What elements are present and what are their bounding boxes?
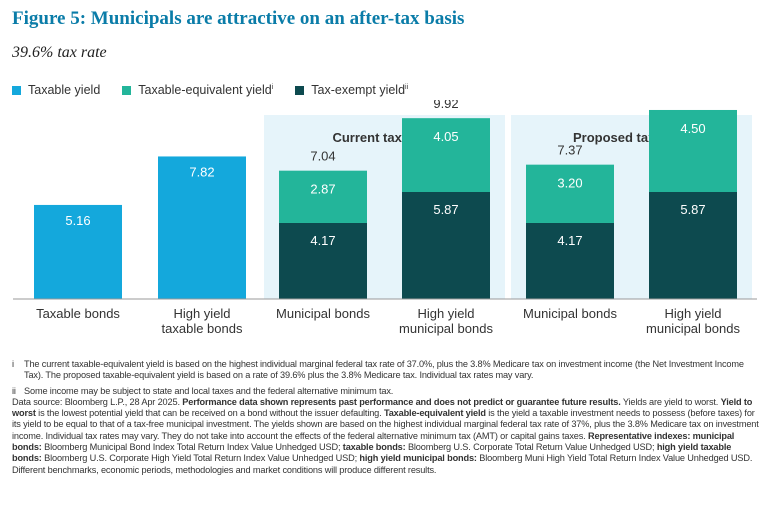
figure-title: Figure 5: Municipals are attractive on a… bbox=[12, 8, 465, 29]
legend-label-taxable: Taxable yield bbox=[28, 83, 101, 97]
bar-tax-exempt-yield bbox=[402, 192, 490, 299]
category-label: Taxable bonds bbox=[36, 306, 120, 321]
legend-item-exempt: Tax-exempt yieldii bbox=[295, 83, 408, 97]
footnotes: i The current taxable-equivalent yield i… bbox=[12, 359, 760, 476]
representative-indexes-label: Representative indexes: municipal bonds: bbox=[12, 430, 735, 453]
footnote-2-marker: ii bbox=[12, 385, 16, 396]
bar-taxable-equivalent-yield bbox=[526, 164, 614, 223]
data-label: 5.16 bbox=[65, 213, 90, 228]
category-label: municipal bonds bbox=[646, 321, 740, 336]
data-label: 5.87 bbox=[680, 202, 705, 217]
muni-index-text: Bloomberg Municipal Bond Index Total Ret… bbox=[44, 442, 341, 453]
hy-taxable-index-text: Bloomberg U.S. Corporate High Yield Tota… bbox=[44, 453, 357, 464]
bar-tax-exempt-yield bbox=[649, 192, 737, 299]
data-label: 5.87 bbox=[433, 202, 458, 217]
data-label: 4.50 bbox=[680, 121, 705, 136]
legend-label-exempt: Tax-exempt yieldii bbox=[311, 83, 408, 97]
total-label: 9.92 bbox=[433, 100, 458, 111]
chart-subtitle: 39.6% tax rate bbox=[12, 44, 107, 61]
bar-taxable-equivalent-yield bbox=[279, 170, 367, 223]
legend-footnote-marker: ii bbox=[405, 83, 409, 91]
category-label: taxable bonds bbox=[162, 321, 243, 336]
footnote-1-marker: i bbox=[12, 359, 14, 369]
legend-label-equivalent-text: Taxable-equivalent yield bbox=[138, 83, 272, 97]
category-label: Municipal bonds bbox=[276, 306, 370, 321]
bar-tax-exempt-yield bbox=[279, 222, 367, 299]
total-label: 7.04 bbox=[310, 149, 335, 164]
data-label: 4.05 bbox=[433, 129, 458, 144]
performance-disclaimer: Performance data shown represents past p… bbox=[182, 396, 621, 407]
category-label: High yield bbox=[173, 306, 230, 321]
source-text: Data source: Bloomberg L.P., 28 Apr 2025… bbox=[12, 396, 180, 407]
data-label: 4.17 bbox=[310, 233, 335, 248]
hy-muni-index-text: Bloomberg Muni High Yield Total Return I… bbox=[12, 453, 753, 475]
category-label: Municipal bonds bbox=[523, 306, 617, 321]
hy-muni-index-label: high yield municipal bonds: bbox=[359, 453, 477, 464]
taxable-index-label: taxable bonds: bbox=[342, 442, 406, 453]
footnote-2: ii Some income may be subject to state a… bbox=[12, 386, 760, 397]
tey-definition: is the yield a taxable investment needs … bbox=[12, 408, 759, 441]
bar-taxable-equivalent-yield bbox=[649, 109, 737, 192]
bar-chart: Current tax rates Proposed tax rates5.16T… bbox=[13, 100, 757, 336]
footnote-1: i The current taxable-equivalent yield i… bbox=[12, 359, 760, 382]
yields-note: Yields are yield to worst. bbox=[622, 396, 719, 407]
total-label: 10.37 bbox=[677, 100, 710, 103]
data-label: 4.17 bbox=[557, 233, 582, 248]
legend-swatch-exempt bbox=[295, 85, 305, 95]
total-label: 7.37 bbox=[557, 143, 582, 158]
footnote-2-text: Some income may be subject to state and … bbox=[24, 385, 394, 396]
data-label: 2.87 bbox=[310, 182, 335, 197]
legend-item-equivalent: Taxable-equivalent yieldi bbox=[122, 83, 273, 97]
legend-footnote-marker: i bbox=[271, 83, 274, 91]
bar-taxable-yield bbox=[158, 156, 246, 299]
data-label: 3.20 bbox=[557, 176, 582, 191]
footnote-1-text: The current taxable-equivalent yield is … bbox=[24, 359, 744, 381]
bar-tax-exempt-yield bbox=[526, 222, 614, 299]
category-label: High yield bbox=[417, 306, 474, 321]
legend-label-exempt-text: Tax-exempt yield bbox=[311, 83, 406, 97]
ytw-label: Yield to worst bbox=[12, 396, 753, 419]
legend-label-equivalent: Taxable-equivalent yieldi bbox=[138, 83, 273, 97]
chart-legend: Taxable yield Taxable-equivalent yieldi … bbox=[12, 83, 408, 97]
legend-item-taxable: Taxable yield bbox=[12, 83, 100, 97]
legend-swatch-taxable bbox=[12, 85, 21, 95]
category-label: High yield bbox=[664, 306, 721, 321]
data-label: 7.82 bbox=[189, 164, 214, 179]
taxable-index-text: Bloomberg U.S. Corporate Total Return Va… bbox=[407, 442, 655, 453]
legend-swatch-equivalent bbox=[122, 85, 132, 95]
bar-taxable-equivalent-yield bbox=[402, 118, 490, 192]
tey-label: Taxable-equivalent yield bbox=[383, 408, 486, 419]
source-note: Data source: Bloomberg L.P., 28 Apr 2025… bbox=[12, 397, 760, 476]
category-label: municipal bonds bbox=[399, 321, 493, 336]
ytw-definition: is the lowest potential yield that can b… bbox=[38, 408, 382, 419]
hy-taxable-index-label: high yield taxable bonds: bbox=[12, 442, 732, 464]
bar-taxable-yield bbox=[34, 204, 122, 299]
